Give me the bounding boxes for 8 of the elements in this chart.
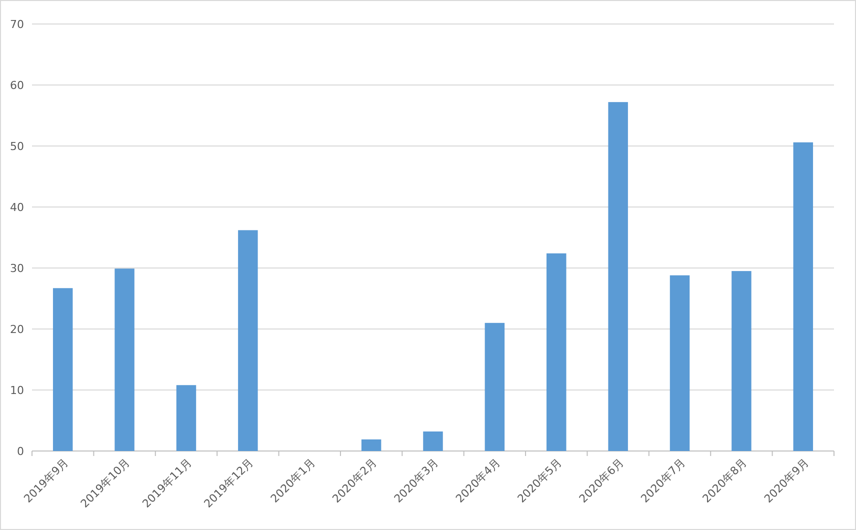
ytick: 0 [17,445,24,458]
ytick: 20 [10,323,24,336]
ytick: 50 [10,140,24,153]
ytick: 60 [10,79,24,92]
ytick: 70 [10,18,24,31]
ytick: 40 [10,201,24,214]
ytick: 10 [10,384,24,397]
ytick: 30 [10,262,24,275]
